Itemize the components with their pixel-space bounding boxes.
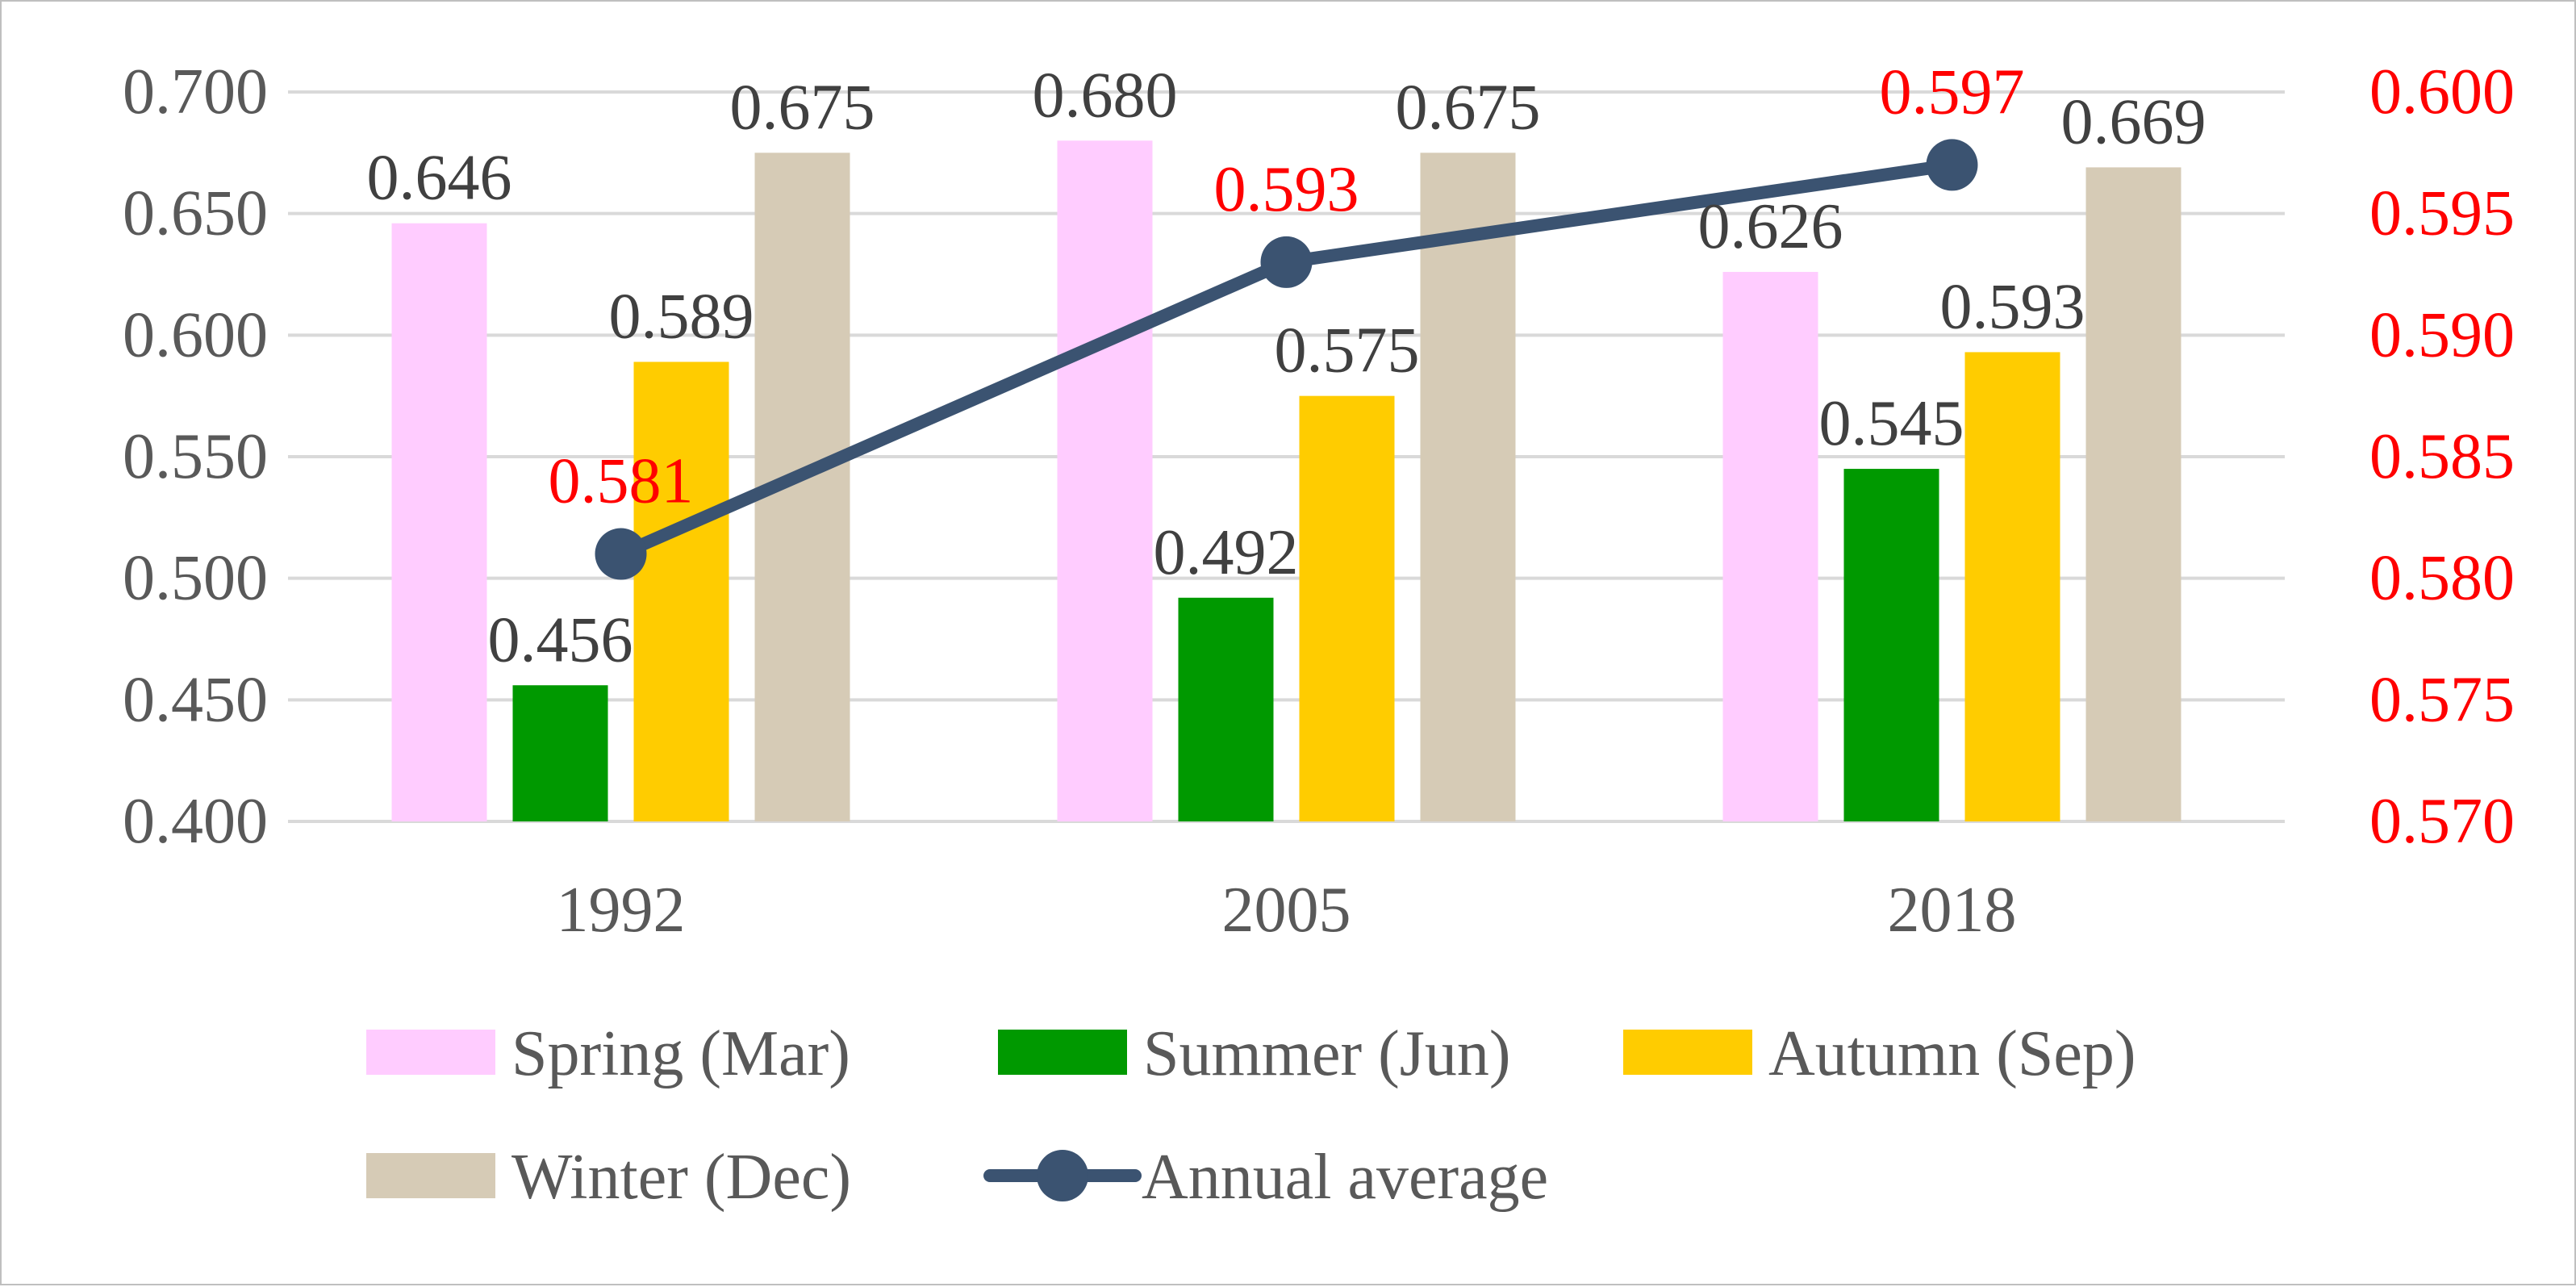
y2-tick-label: 0.580 [2369, 543, 2515, 614]
annual-average-value-label: 0.593 [1214, 154, 1359, 225]
legend-label: Annual average [1142, 1142, 1548, 1213]
annual-average-line [595, 139, 1978, 580]
y-tick-label: 0.600 [123, 299, 268, 370]
axes: 0.700 0.650 0.600 0.550 0.500 0.450 0.400 0.600… [123, 56, 2515, 946]
legend: Spring (Mar) Summer (Jun) Autumn (Sep) Wint… [366, 1018, 2136, 1213]
annual-average-value-label: 0.581 [549, 446, 694, 517]
y-tick-label: 0.700 [123, 56, 268, 127]
y-tick-label: 0.450 [123, 664, 268, 735]
bar-summer-2005 [1178, 597, 1274, 821]
bar-spring-2005 [1057, 140, 1153, 821]
bar-summer-1992 [512, 685, 608, 821]
x-tick-label: 2005 [1222, 875, 1351, 946]
bar-autumn-1992 [633, 361, 729, 822]
legend-label: Winter (Dec) [511, 1142, 851, 1213]
x-tick-label: 2018 [1888, 875, 2017, 946]
y2-tick-label: 0.590 [2369, 299, 2515, 370]
bar-value-label: 0.456 [488, 604, 633, 675]
bar-autumn-2005 [1299, 395, 1395, 822]
legend-line-marker [1037, 1150, 1088, 1201]
bar-winter-2005 [1420, 153, 1516, 822]
y2-tick-label: 0.575 [2369, 664, 2515, 735]
bar-value-label: 0.589 [609, 281, 754, 352]
bar-spring-2018 [1722, 271, 1818, 821]
legend-swatch-winter [366, 1153, 495, 1198]
bar-value-label: 0.575 [1275, 315, 1420, 387]
bar-winter-2018 [2085, 167, 2181, 821]
bar-value-label: 0.680 [1033, 60, 1178, 131]
y2-tick-label: 0.585 [2369, 421, 2515, 492]
bar-autumn-2018 [1964, 352, 2060, 822]
y-tick-label: 0.550 [123, 421, 268, 492]
annual-average-marker [595, 528, 647, 580]
legend-label: Spring (Mar) [511, 1018, 850, 1089]
annual-average-marker [1926, 139, 1978, 191]
legend-swatch-autumn [1623, 1030, 1752, 1075]
bar-value-label: 0.492 [1154, 517, 1299, 588]
annual-average-marker [1260, 236, 1313, 288]
annual-average-value-label: 0.597 [1880, 56, 2025, 127]
legend-swatch-spring [366, 1030, 495, 1075]
legend-swatch-summer [998, 1030, 1127, 1075]
bar-value-label: 0.669 [2061, 86, 2207, 157]
bar-value-label: 0.545 [1819, 388, 1964, 459]
bar-spring-1992 [391, 223, 487, 822]
bar-value-label: 0.626 [1698, 191, 1843, 262]
bar-value-label: 0.675 [1396, 72, 1541, 143]
data-labels: 0.646 0.456 0.589 0.675 0.680 0.492 0.575 0.675… [367, 56, 2207, 675]
legend-label: Autumn (Sep) [1768, 1018, 2136, 1089]
legend-label: Summer (Jun) [1143, 1018, 1511, 1089]
x-tick-label: 1992 [557, 875, 686, 946]
bar-value-label: 0.646 [367, 143, 512, 214]
bars [391, 140, 2181, 822]
y2-tick-label: 0.570 [2369, 786, 2515, 857]
bar-value-label: 0.593 [1940, 271, 2085, 342]
bar-value-label: 0.675 [730, 72, 875, 143]
y2-tick-label: 0.600 [2369, 56, 2515, 127]
bar-summer-2018 [1843, 469, 1939, 821]
y-tick-label: 0.650 [123, 178, 268, 249]
y-tick-label: 0.500 [123, 543, 268, 614]
y-tick-label: 0.400 [123, 786, 268, 857]
y2-tick-label: 0.595 [2369, 178, 2515, 249]
